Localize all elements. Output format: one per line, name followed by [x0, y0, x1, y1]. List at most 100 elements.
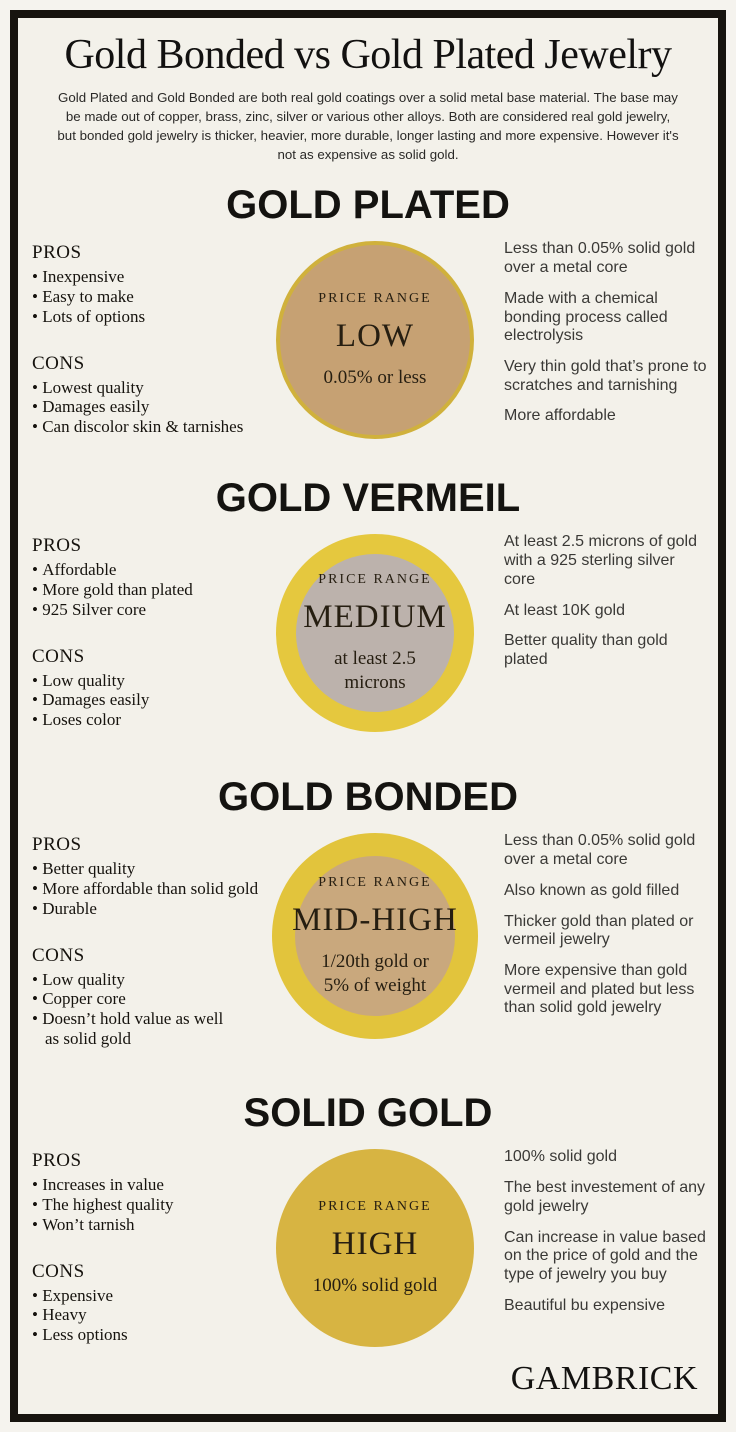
pros-label: PROS	[32, 1150, 82, 1172]
intro-paragraph: Gold Plated and Gold Bonded are both rea…	[57, 90, 679, 163]
pros-group: PROS Increases in value The highest qual…	[32, 1150, 270, 1234]
fact: Made with a chemical bonding process cal…	[504, 289, 668, 345]
cons-group: CONS Low quality Copper core Doesn’t hol…	[32, 945, 270, 1049]
pros-item: 925 Silver core	[32, 600, 270, 620]
cons-item: Loses color	[32, 710, 270, 730]
cons-item: Copper core	[32, 989, 270, 1009]
price-circle-inner	[295, 856, 455, 1017]
pros-label: PROS	[32, 242, 82, 264]
price-circle-column: PRICE RANGE LOW 0.05% or less	[270, 238, 480, 440]
fact: 100% solid gold	[504, 1148, 617, 1166]
price-circle-column: PRICE RANGE MEDIUM at least 2.5 microns	[270, 531, 480, 733]
cons-label: CONS	[32, 944, 85, 966]
price-level: LOW	[335, 318, 415, 355]
cons-item: Can discolor skin & tarnishes	[32, 417, 270, 437]
fact: Beautiful bu expensive	[504, 1296, 665, 1314]
section-solid-gold: SOLID GOLD PROS Increases in value The h…	[18, 1091, 718, 1348]
price-circle-gold-plated: PRICE RANGE LOW 0.05% or less	[276, 241, 474, 440]
facts-column: 100% solid gold The best investement of …	[480, 1146, 708, 1347]
cons-list: Lowest quality Damages easily Can discol…	[32, 378, 270, 437]
pros-item: Inexpensive	[32, 267, 270, 287]
pros-item: Durable	[32, 899, 270, 919]
price-level: MID-HIGH	[292, 902, 458, 939]
fact: Better quality than gold plated	[504, 632, 668, 668]
pros-label: PROS	[32, 834, 82, 856]
price-circle-content: PRICE RANGE MEDIUM at least 2.5 microns	[303, 572, 447, 695]
pros-list: Better quality More affordable than soli…	[32, 859, 270, 918]
pros-label: PROS	[32, 535, 82, 557]
pros-cons-column: PROS Affordable More gold than plated 92…	[32, 531, 270, 732]
pros-item: Lots of options	[32, 307, 270, 327]
cons-item: Doesn’t hold value as well as solid gold	[32, 1009, 270, 1048]
cons-item: Damages easily	[32, 690, 270, 710]
fact: The best investement of any gold jewelry	[504, 1179, 705, 1215]
infographic-frame: Gold Bonded vs Gold Plated Jewelry Gold …	[10, 10, 726, 1422]
fact: Also known as gold filled	[504, 881, 680, 899]
fact: Thicker gold than plated or vermeil jewe…	[504, 912, 694, 949]
section-gold-vermeil: GOLD VERMEIL PROS Affordable More gold t…	[18, 476, 718, 733]
section-gold-plated: GOLD PLATED PROS Inexpensive Easy to mak…	[18, 183, 718, 440]
section-heading-solid-gold: SOLID GOLD	[243, 1091, 493, 1136]
cons-item: Damages easily	[32, 397, 270, 417]
section-heading-gold-plated: GOLD PLATED	[226, 183, 510, 228]
cons-group: CONS Low quality Damages easily Loses co…	[32, 646, 270, 730]
price-level: MEDIUM	[303, 599, 447, 636]
pros-item: Better quality	[32, 859, 270, 879]
cons-list: Low quality Copper core Doesn’t hold val…	[32, 970, 270, 1049]
cons-item: Lowest quality	[32, 378, 270, 398]
price-range-label: PRICE RANGE	[318, 875, 432, 891]
price-circle-solid-gold: PRICE RANGE HIGH 100% solid gold	[276, 1149, 474, 1348]
price-circle-inner	[296, 554, 454, 713]
fact: At least 2.5 microns of gold with a 925 …	[504, 533, 697, 588]
cons-item: Expensive	[32, 1286, 270, 1306]
pros-item: More affordable than solid gold	[32, 879, 270, 899]
price-circle-gold-bonded: PRICE RANGE MID-HIGH 1/20th gold or 5% o…	[272, 833, 478, 1040]
cons-group: CONS Expensive Heavy Less options	[32, 1261, 270, 1345]
pros-item: Affordable	[32, 560, 270, 580]
pros-group: PROS Affordable More gold than plated 92…	[32, 535, 270, 619]
cons-item: Heavy	[32, 1305, 270, 1325]
price-circle-content: PRICE RANGE MID-HIGH 1/20th gold or 5% o…	[292, 875, 458, 998]
pros-cons-column: PROS Increases in value The highest qual…	[32, 1146, 270, 1347]
fact: Can increase in value based on the price…	[504, 1228, 706, 1284]
pros-list: Affordable More gold than plated 925 Sil…	[32, 560, 270, 619]
cons-label: CONS	[32, 1260, 85, 1282]
pros-cons-column: PROS Inexpensive Easy to make Lots of op…	[32, 238, 270, 439]
page-title: Gold Bonded vs Gold Plated Jewelry	[64, 32, 672, 78]
pros-item: Increases in value	[32, 1175, 270, 1195]
price-level: HIGH	[331, 1226, 419, 1263]
pros-group: PROS Inexpensive Easy to make Lots of op…	[32, 242, 270, 326]
price-circle-content: PRICE RANGE HIGH 100% solid gold	[313, 1199, 438, 1298]
price-note: 100% solid gold	[312, 1275, 438, 1297]
cons-list: Low quality Damages easily Loses color	[32, 671, 270, 730]
pros-item: Won’t tarnish	[32, 1215, 270, 1235]
cons-item: Low quality	[32, 671, 270, 691]
price-circle-column: PRICE RANGE MID-HIGH 1/20th gold or 5% o…	[270, 830, 480, 1048]
pros-list: Increases in value The highest quality W…	[32, 1175, 270, 1234]
fact: Very thin gold that’s prone to scratches…	[504, 357, 707, 394]
price-note: at least 2.5 microns	[334, 648, 416, 693]
pros-item: The highest quality	[32, 1195, 270, 1215]
price-note: 1/20th gold or 5% of weight	[321, 951, 429, 996]
section-heading-gold-vermeil: GOLD VERMEIL	[215, 476, 521, 521]
fact: More expensive than gold vermeil and pla…	[504, 961, 695, 1017]
pros-item: More gold than plated	[32, 580, 270, 600]
cons-item: Low quality	[32, 970, 270, 990]
cons-item: Less options	[32, 1325, 270, 1345]
section-row: PROS Increases in value The highest qual…	[18, 1146, 718, 1348]
section-row: PROS Affordable More gold than plated 92…	[18, 531, 718, 733]
brand-logo: GAMBRICK	[510, 1360, 698, 1398]
facts-column: Less than 0.05% solid gold over a metal …	[480, 830, 708, 1048]
fact: More affordable	[504, 407, 616, 425]
section-heading-gold-bonded: GOLD BONDED	[218, 775, 518, 820]
pros-cons-column: PROS Better quality More affordable than…	[32, 830, 270, 1048]
fact: Less than 0.05% solid gold over a metal …	[504, 240, 696, 277]
cons-list: Expensive Heavy Less options	[32, 1286, 270, 1345]
cons-label: CONS	[32, 645, 85, 667]
cons-label: CONS	[32, 352, 85, 374]
pros-group: PROS Better quality More affordable than…	[32, 834, 270, 918]
section-row: PROS Inexpensive Easy to make Lots of op…	[18, 238, 718, 440]
price-range-label: PRICE RANGE	[318, 1199, 432, 1215]
section-row: PROS Better quality More affordable than…	[18, 830, 718, 1048]
section-gold-bonded: GOLD BONDED PROS Better quality More aff…	[18, 776, 718, 1048]
